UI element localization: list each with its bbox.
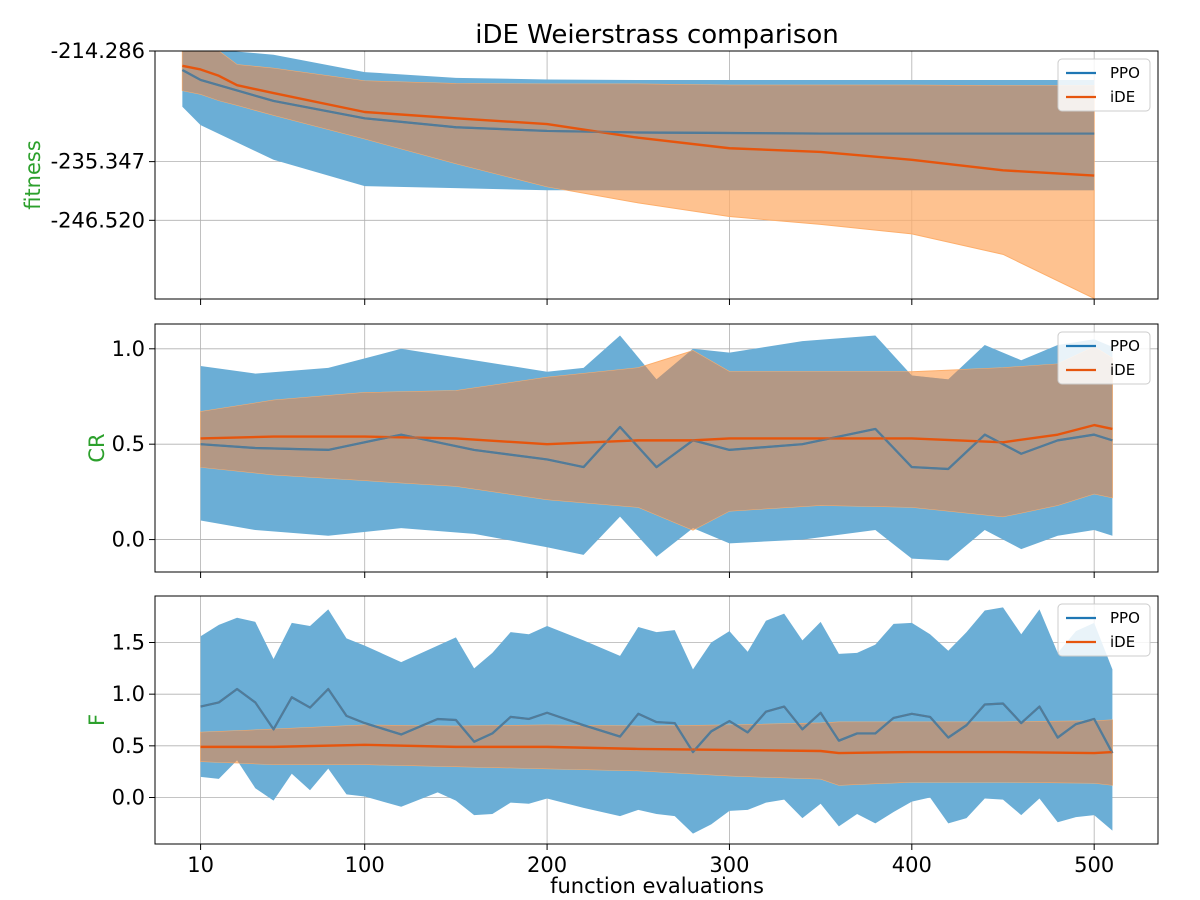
line-PPO-shadow <box>200 425 1113 471</box>
band-overlap <box>182 51 1095 191</box>
band-overlap <box>200 720 1113 786</box>
y-axis-label: fitness <box>21 140 45 210</box>
y-tick-label: 0.0 <box>112 528 145 552</box>
line-iDE <box>200 743 1113 755</box>
x-tick-label: 100 <box>345 853 385 877</box>
legend: PPO iDE <box>1057 331 1151 385</box>
x-tick-label: 500 <box>1074 853 1114 877</box>
line-iDE <box>182 64 1095 177</box>
legend-label-PPO: PPO <box>1110 609 1140 627</box>
line-PPO-shadow <box>181 69 1095 135</box>
y-tick-label: 0.0 <box>112 786 145 810</box>
axes-frame <box>154 323 1159 573</box>
axes-frame <box>154 50 1159 300</box>
chart-title: iDE Weierstrass comparison <box>475 20 839 50</box>
panel-F: 0.0 0.5 1.0 1.5 10 100 200 300 400 500 F PPO iDE <box>85 595 1159 877</box>
legend-label-PPO: PPO <box>1110 337 1140 355</box>
legend-label-PPO: PPO <box>1110 64 1140 82</box>
legend: PPO iDE <box>1057 58 1151 112</box>
x-axis-label: function evaluations <box>550 874 764 898</box>
legend: PPO iDE <box>1057 603 1151 657</box>
band-overlap <box>200 346 1113 531</box>
y-tick-label: 1.0 <box>112 337 145 361</box>
x-tick-label: 300 <box>709 853 749 877</box>
panels: -214.286-235.347-246.520fitnessPPOiDE0.0… <box>21 39 1159 877</box>
y-tick-label: 1.5 <box>112 631 145 655</box>
legend-label-iDE: iDE <box>1110 88 1135 106</box>
y-tick-label: 0.5 <box>112 734 145 758</box>
band-PPO <box>200 607 1113 834</box>
axes-frame <box>154 595 1159 845</box>
y-tick-label: -246.520 <box>51 208 145 232</box>
y-axis-label: CR <box>85 433 109 462</box>
legend-label-iDE: iDE <box>1110 633 1135 651</box>
panel-CR: 0.0 0.5 1.0 CR PPO iDE <box>85 323 1159 578</box>
y-axis-label: F <box>85 714 109 726</box>
line-iDE <box>200 423 1113 446</box>
y-tick-label: 1.0 <box>112 682 145 706</box>
y-tick-label: 0.5 <box>112 432 145 456</box>
line-PPO-shadow <box>200 687 1114 754</box>
legend-label-iDE: iDE <box>1110 361 1135 379</box>
x-tick-label: 200 <box>527 853 567 877</box>
x-tick-label: 400 <box>892 853 932 877</box>
plot-area <box>181 51 1095 299</box>
x-tick-label: 10 <box>187 853 214 877</box>
plot-area <box>200 607 1114 834</box>
y-tick-label: -214.286 <box>51 39 145 63</box>
y-tick-label: -235.347 <box>51 150 145 174</box>
plot-area <box>200 335 1113 561</box>
